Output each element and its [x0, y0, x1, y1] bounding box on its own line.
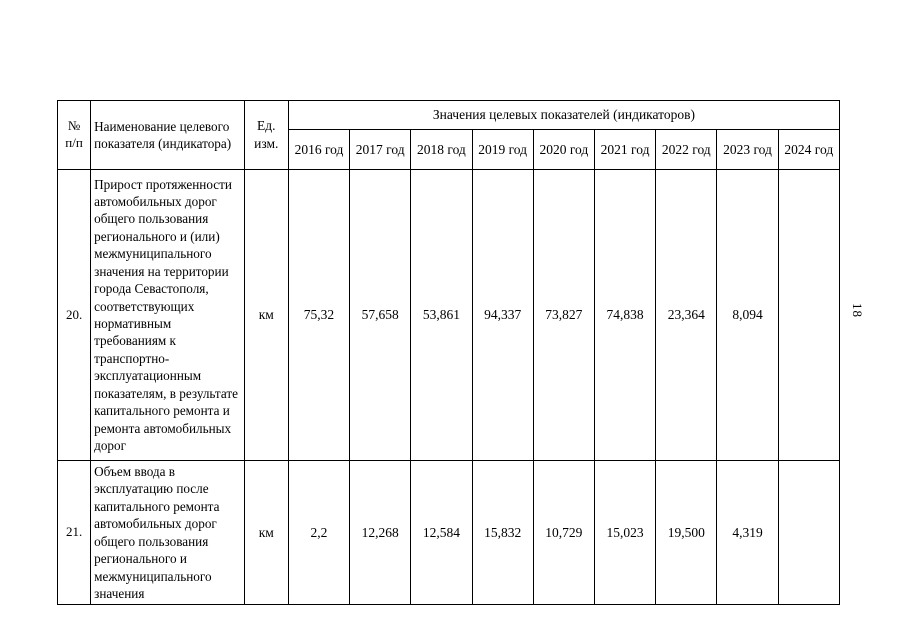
- value-cell: 74,838: [593, 169, 657, 461]
- value-cell: 15,832: [471, 459, 534, 606]
- value-cell: 8,094: [716, 169, 779, 461]
- header-name: Наименование целевого показателя (индика…: [90, 100, 245, 170]
- value-cell: 19,500: [655, 459, 718, 606]
- value-cell: 2,2: [287, 459, 351, 606]
- value-cell: 4,319: [716, 459, 779, 606]
- year-header-cell: 2024 год: [777, 129, 841, 170]
- value-cell: [777, 169, 841, 461]
- table-row: 21. Объем ввода в эксплуатацию после кап…: [56, 459, 841, 606]
- year-header-cell: 2020 год: [532, 129, 595, 170]
- header-unit: Ед. изм.: [243, 100, 289, 170]
- value-cell: 57,658: [349, 169, 412, 461]
- indicators-table: № п/п Наименование целевого показателя (…: [56, 100, 841, 606]
- page-number: 18: [850, 303, 865, 318]
- indicator-name: Объем ввода в эксплуатацию после капитал…: [90, 459, 245, 606]
- value-cell: 73,827: [532, 169, 595, 461]
- value-cell: 15,023: [593, 459, 657, 606]
- year-header-cell: 2022 год: [655, 129, 718, 170]
- value-cell: 94,337: [471, 169, 534, 461]
- value-cell: 12,584: [410, 459, 473, 606]
- unit-of-measure: км: [243, 169, 289, 461]
- row-number: 21.: [56, 459, 92, 606]
- year-header-cell: 2023 год: [716, 129, 779, 170]
- header-num: № п/п: [56, 100, 92, 170]
- value-cell: 12,268: [349, 459, 412, 606]
- value-cell: 75,32: [287, 169, 351, 461]
- header-values-title: Значения целевых показателей (индикаторо…: [287, 100, 841, 130]
- unit-of-measure: км: [243, 459, 289, 606]
- year-header-cell: 2021 год: [593, 129, 657, 170]
- year-header-cell: 2019 год: [471, 129, 534, 170]
- year-header-cell: 2018 год: [410, 129, 473, 170]
- value-cell: 23,364: [655, 169, 718, 461]
- row-number: 20.: [56, 169, 92, 461]
- indicator-name: Прирост протяженности автомобильных доро…: [90, 169, 245, 461]
- table-row: 20. Прирост протяженности автомобильных …: [56, 169, 841, 461]
- year-header-cell: 2017 год: [349, 129, 412, 170]
- value-cell: [777, 459, 841, 606]
- year-header-cell: 2016 год: [287, 129, 351, 170]
- value-cell: 10,729: [532, 459, 595, 606]
- value-cell: 53,861: [410, 169, 473, 461]
